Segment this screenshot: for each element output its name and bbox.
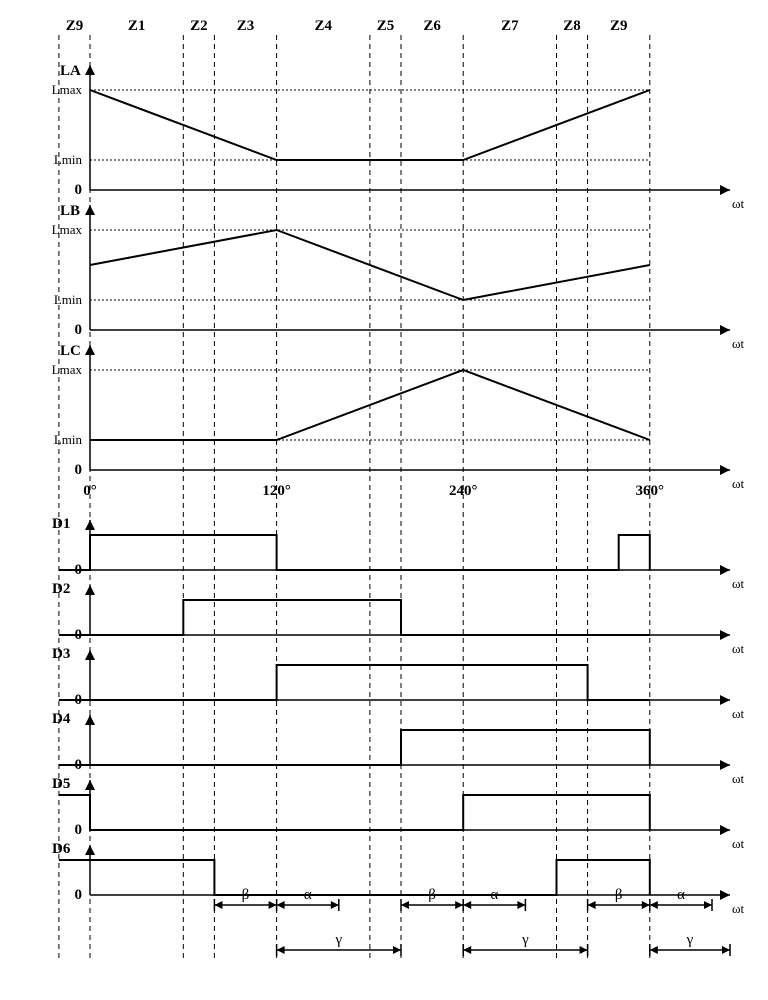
- zone-label: Z6: [423, 18, 441, 34]
- svg-text:Lmin: Lmin: [54, 292, 83, 307]
- svg-text:0: 0: [75, 887, 83, 903]
- signal-label: D6: [52, 841, 71, 857]
- zone-label: Z5: [377, 18, 395, 34]
- svg-text:Lmin: Lmin: [54, 152, 83, 167]
- svg-text:0: 0: [75, 322, 83, 338]
- svg-text:Lmax: Lmax: [52, 362, 83, 377]
- zone-label: Z3: [237, 18, 255, 34]
- signal-label: D4: [52, 711, 71, 727]
- beta-label: β: [615, 887, 623, 903]
- svg-text:Lmin: Lmin: [54, 432, 83, 447]
- gamma-label: γ: [334, 932, 342, 948]
- alpha-label: α: [677, 887, 685, 903]
- inductance-axis-label: LB: [60, 203, 80, 219]
- signal-wave: [59, 730, 650, 765]
- signal-label: D3: [52, 646, 70, 662]
- degree-tick: 360°: [636, 483, 665, 499]
- zone-label: Z4: [314, 18, 332, 34]
- svg-text:0: 0: [75, 182, 83, 198]
- zone-label: Z1: [128, 18, 146, 34]
- gamma-label: γ: [686, 932, 694, 948]
- signal-label: D5: [52, 776, 70, 792]
- svg-text:ωt: ωt: [732, 576, 745, 591]
- svg-text:ωt: ωt: [732, 641, 745, 656]
- zone-label: Z7: [501, 18, 519, 34]
- svg-text:0: 0: [75, 462, 83, 478]
- svg-text:ωt: ωt: [732, 706, 745, 721]
- degree-tick: 0°: [83, 483, 97, 499]
- beta-label: β: [428, 887, 436, 903]
- zone-label: Z2: [190, 18, 208, 34]
- svg-text:Lmax: Lmax: [52, 222, 83, 237]
- svg-text:ωt: ωt: [732, 836, 745, 851]
- svg-text:ωt: ωt: [732, 771, 745, 786]
- timing-diagram: Z9 Z1 Z2 Z3 Z4 Z5 Z6 Z7 Z8 Z9 Lmax Lmin 0 LA ωt Lmax Lmi…: [10, 10, 758, 990]
- signal-wave: [59, 860, 650, 895]
- inductance-axis-label: LA: [60, 63, 81, 79]
- svg-text:0: 0: [75, 822, 83, 838]
- degree-tick: 120°: [262, 483, 291, 499]
- svg-text:ωt: ωt: [732, 196, 745, 211]
- signal-label: D1: [52, 516, 70, 532]
- zone-label: Z9: [610, 18, 628, 34]
- beta-label: β: [242, 887, 250, 903]
- signal-label: D2: [52, 581, 70, 597]
- svg-text:Lmax: Lmax: [52, 82, 83, 97]
- svg-text:ωt: ωt: [732, 901, 745, 916]
- svg-text:ωt: ωt: [732, 336, 745, 351]
- zone-label: Z8: [563, 18, 581, 34]
- degree-tick: 240°: [449, 483, 478, 499]
- svg-text:ωt: ωt: [732, 476, 745, 491]
- alpha-label: α: [304, 887, 312, 903]
- gamma-label: γ: [521, 932, 529, 948]
- zone-label: Z9: [66, 18, 84, 34]
- inductance-axis-label: LC: [60, 343, 81, 359]
- signal-wave: [59, 535, 650, 570]
- signal-wave: [59, 665, 650, 700]
- signal-wave: [59, 600, 650, 635]
- alpha-label: α: [490, 887, 498, 903]
- signal-wave: [59, 795, 650, 830]
